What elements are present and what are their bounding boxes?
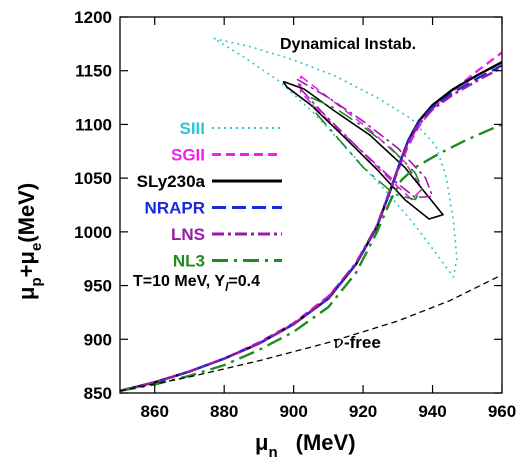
x-tick-label-0: 860 [141,402,169,421]
y-axis-title: μp+μe(MeV) [14,183,45,300]
legend-label-sly230a: SLy230a [137,172,206,191]
y-tick-label-5: 1100 [75,115,112,134]
y-tick-label-4: 1050 [74,169,112,188]
plot-frame [119,16,503,394]
annotation-conditions: T=10 MeV, Yl=0.4 [133,273,260,294]
series-line-0 [213,37,458,278]
x-tick-label-2: 900 [279,402,307,421]
legend-label-nl3: NL3 [173,252,205,271]
y-tick-label-6: 1150 [75,62,112,81]
y-tick-label-7: 1200 [74,8,112,27]
x-tick-label-1: 880 [210,402,238,421]
series-loop-5 [310,96,423,201]
series-loop-4 [296,78,434,199]
x-axis-title: μn (MeV) [255,430,356,461]
legend-label-siii: SIII [179,119,205,138]
series-loop-2 [282,80,444,220]
legend-label-nrapr: NRAPR [145,199,205,218]
y-tick-label-2: 950 [84,277,112,296]
legend: SIII SGII SLy230a NRAPR LNS NL3 [137,119,282,271]
y-tick-label-0: 850 [84,384,112,403]
x-tick-label-3: 920 [349,402,377,421]
series-layer [120,37,502,393]
legend-label-sgii: SGII [171,146,205,165]
series-line-4 [120,66,502,393]
x-tick-label-5: 960 [488,402,516,421]
y-tick-label-1: 900 [84,330,112,349]
series-line-6 [120,274,502,392]
x-tick-label-4: 940 [418,402,446,421]
legend-label-lns: LNS [171,225,205,244]
ticks-layer: 860 880 900 920 940 960 850 900 950 1000 1050 1100 1… [74,8,516,421]
series-line-5 [120,123,502,393]
y-tick-label-3: 1000 [74,223,112,242]
annotation-nu-free: ν-free [333,332,381,353]
series-line-1 [120,51,502,393]
series-loop-1 [299,75,423,201]
annotation-dynamical-instability: Dynamical Instab. [280,36,416,53]
